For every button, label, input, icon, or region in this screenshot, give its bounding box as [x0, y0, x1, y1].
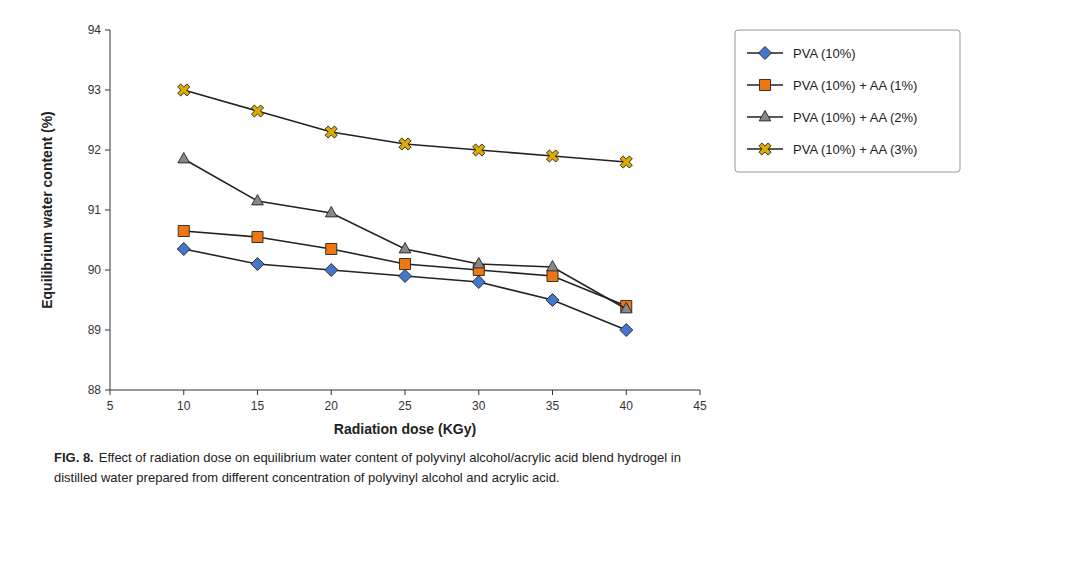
- data-point: [325, 126, 337, 138]
- series-line: [184, 231, 627, 306]
- x-tick: [626, 390, 627, 395]
- caption-text: Effect of radiation dose on equilibrium …: [99, 450, 681, 465]
- y-tick: [105, 330, 110, 331]
- legend-marker: [759, 111, 771, 121]
- data-point: [399, 270, 412, 283]
- data-point: [251, 105, 263, 117]
- y-tick-label: 89: [88, 323, 102, 337]
- y-tick-label: 92: [88, 143, 102, 157]
- y-tick-label: 94: [88, 23, 102, 37]
- series: [178, 225, 632, 311]
- data-point: [399, 138, 411, 150]
- y-tick: [105, 210, 110, 211]
- x-tick: [700, 390, 701, 395]
- x-tick-label: 45: [693, 399, 707, 413]
- caption-text: distilled water prepared from different …: [54, 470, 560, 485]
- x-axis-label: Radiation dose (KGy): [334, 421, 476, 437]
- data-point: [546, 150, 558, 162]
- data-point: [547, 270, 558, 281]
- y-tick: [105, 90, 110, 91]
- x-tick-label: 40: [620, 399, 634, 413]
- x-tick-label: 35: [546, 399, 560, 413]
- axes: 5 10 15 20 25 30 35 40 45 88 89 90 91 92 93 94: [88, 23, 707, 413]
- x-tick: [478, 390, 479, 395]
- x-tick-label: 10: [177, 399, 191, 413]
- data-point: [251, 258, 264, 271]
- series-line: [184, 249, 627, 330]
- legend-label: PVA (10%): [793, 46, 856, 61]
- data-point: [620, 303, 632, 313]
- legend-label: PVA (10%) + AA (3%): [793, 142, 917, 157]
- y-tick: [105, 270, 110, 271]
- series: [178, 153, 632, 313]
- x-tick: [110, 390, 111, 395]
- data-point: [178, 225, 189, 236]
- data-point: [620, 324, 633, 337]
- y-axis-label: Equilibrium water content (%): [39, 111, 55, 309]
- data-point: [252, 231, 263, 242]
- x-tick: [183, 390, 184, 395]
- series-line: [184, 90, 627, 162]
- y-tick-label: 93: [88, 83, 102, 97]
- legend-box: [735, 30, 960, 172]
- x-tick: [331, 390, 332, 395]
- data-point: [399, 258, 410, 269]
- data-point: [473, 144, 485, 156]
- data-point: [472, 276, 485, 289]
- data-point: [473, 258, 485, 268]
- x-tick: [405, 390, 406, 395]
- legend-marker: [759, 47, 772, 60]
- legend: PVA (10%) PVA (10%) + AA (1%) PVA (10%) + …: [735, 30, 960, 172]
- series: [178, 84, 633, 168]
- y-tick-label: 91: [88, 203, 102, 217]
- data-point: [620, 156, 632, 168]
- chart: 5 10 15 20 25 30 35 40 45 88 89 90 91 92 93 94 Radiation…: [0, 0, 1078, 583]
- x-tick-label: 5: [107, 399, 114, 413]
- y-tick: [105, 30, 110, 31]
- y-tick: [105, 390, 110, 391]
- plot-area: [177, 84, 633, 337]
- caption: FIG. 8. Effect of radiation dose on equil…: [54, 450, 681, 485]
- x-tick-label: 25: [398, 399, 412, 413]
- data-point: [326, 243, 337, 254]
- y-tick: [105, 150, 110, 151]
- y-tick-label: 90: [88, 263, 102, 277]
- x-tick-label: 20: [325, 399, 339, 413]
- data-point: [325, 264, 338, 277]
- series-line: [184, 159, 627, 309]
- data-point: [547, 261, 559, 271]
- data-point: [177, 243, 190, 256]
- caption-prefix: FIG. 8.: [54, 450, 94, 465]
- x-tick-label: 15: [251, 399, 265, 413]
- data-point: [325, 207, 337, 217]
- x-tick-label: 30: [472, 399, 486, 413]
- legend-label: PVA (10%) + AA (2%): [793, 110, 917, 125]
- x-tick: [257, 390, 258, 395]
- series: [177, 243, 633, 337]
- y-tick-label: 88: [88, 383, 102, 397]
- legend-marker: [759, 143, 771, 155]
- data-point: [178, 153, 190, 163]
- data-point: [546, 294, 559, 307]
- data-point: [252, 195, 264, 205]
- legend-label: PVA (10%) + AA (1%): [793, 78, 917, 93]
- x-tick: [552, 390, 553, 395]
- data-point: [399, 243, 411, 253]
- data-point: [178, 84, 190, 96]
- legend-marker: [759, 79, 770, 90]
